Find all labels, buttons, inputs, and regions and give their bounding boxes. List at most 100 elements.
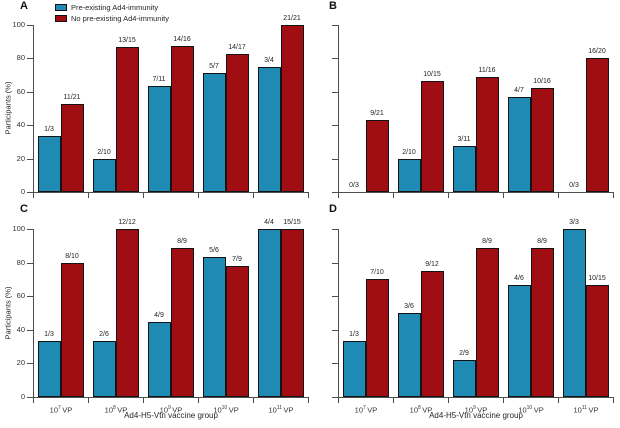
y-tick-label: 20	[16, 358, 25, 367]
bar-pre-existing	[508, 97, 531, 192]
bar-pre-existing	[93, 159, 116, 192]
y-tick	[27, 58, 33, 59]
x-axis-title: Ad4-H5-Vtn vaccine group	[124, 411, 218, 420]
bar-value-label: 8/9	[482, 238, 492, 245]
x-tick	[198, 398, 199, 403]
bar-value-label: 2/10	[97, 149, 111, 156]
bar-value-label: 1/3	[44, 331, 54, 338]
legend-swatch-blue	[55, 4, 67, 11]
bar-value-label: 3/3	[569, 219, 579, 226]
x-tick-label: 108 VP	[104, 405, 128, 415]
x-tick	[88, 193, 89, 198]
bar-no-pre-existing	[586, 58, 609, 192]
panel-letter-a: A	[20, 0, 28, 12]
bar-value-label: 0/3	[569, 182, 579, 189]
bar-no-pre-existing	[531, 248, 554, 397]
bar-pre-existing	[93, 341, 116, 397]
y-axis-line	[33, 229, 34, 398]
y-tick	[27, 363, 33, 364]
y-tick-label: 40	[16, 120, 25, 129]
y-axis-line	[338, 229, 339, 398]
y-tick	[332, 58, 338, 59]
bar-no-pre-existing	[116, 229, 139, 397]
y-tick	[332, 125, 338, 126]
bar-pre-existing	[453, 360, 476, 397]
bar-no-pre-existing	[226, 54, 249, 192]
y-tick	[332, 263, 338, 264]
bar-value-label: 7/11	[152, 76, 166, 83]
panel-a: A Participants (%) Pre-existing Ad4-immu…	[0, 0, 310, 200]
bar-pre-existing	[453, 146, 476, 192]
y-tick	[27, 125, 33, 126]
panel-letter-d: D	[329, 203, 337, 215]
x-tick	[88, 398, 89, 403]
bar-value-label: 3/11	[457, 136, 471, 143]
bar-pre-existing	[563, 229, 586, 397]
bar-pre-existing	[258, 229, 281, 397]
bar-value-label: 11/21	[63, 94, 81, 101]
y-tick-label: 60	[16, 87, 25, 96]
x-tick-label: 107 VP	[49, 405, 73, 415]
x-tick	[503, 193, 504, 198]
y-tick	[27, 25, 33, 26]
bar-value-label: 2/6	[99, 331, 109, 338]
bar-value-label: 16/20	[588, 48, 606, 55]
y-tick	[27, 330, 33, 331]
y-tick	[27, 92, 33, 93]
x-tick	[503, 398, 504, 403]
y-axis-line	[33, 25, 34, 193]
bar-no-pre-existing	[281, 25, 304, 192]
x-tick	[393, 398, 394, 403]
x-tick	[448, 398, 449, 403]
bar-pre-existing	[38, 341, 61, 397]
x-tick-label: 109 VP	[464, 405, 488, 415]
bar-value-label: 12/12	[118, 219, 136, 226]
x-tick-label: 107 VP	[354, 405, 378, 415]
bar-value-label: 10/15	[423, 71, 441, 78]
bar-value-label: 8/10	[65, 253, 79, 260]
x-tick	[308, 398, 309, 403]
x-tick	[33, 193, 34, 198]
bar-value-label: 13/15	[118, 37, 136, 44]
y-tick-label: 20	[16, 154, 25, 163]
y-tick	[332, 397, 338, 398]
y-tick	[27, 296, 33, 297]
x-tick	[393, 193, 394, 198]
bar-no-pre-existing	[421, 271, 444, 397]
bar-pre-existing	[398, 313, 421, 397]
legend-label: Pre-existing Ad4-immunity	[71, 3, 159, 12]
bar-value-label: 4/7	[514, 87, 524, 94]
y-tick-label: 80	[16, 258, 25, 267]
bar-value-label: 3/4	[264, 57, 274, 64]
bar-no-pre-existing	[586, 285, 609, 397]
x-tick	[198, 193, 199, 198]
bar-pre-existing	[398, 159, 421, 192]
y-tick	[332, 296, 338, 297]
bar-value-label: 4/6	[514, 275, 524, 282]
x-tick	[253, 193, 254, 198]
bar-pre-existing	[148, 86, 171, 192]
y-tick	[27, 229, 33, 230]
x-tick	[143, 398, 144, 403]
bar-no-pre-existing	[476, 77, 499, 192]
y-tick	[332, 25, 338, 26]
legend: Pre-existing Ad4-immunity No pre-existin…	[55, 2, 169, 24]
x-tick	[308, 193, 309, 198]
x-tick	[253, 398, 254, 403]
x-axis-line	[338, 397, 614, 398]
bar-pre-existing	[148, 322, 171, 397]
bar-value-label: 5/6	[209, 247, 219, 254]
bar-pre-existing	[508, 285, 531, 397]
x-axis-line	[33, 397, 309, 398]
bar-no-pre-existing	[61, 263, 84, 397]
x-tick	[558, 193, 559, 198]
y-tick	[27, 159, 33, 160]
x-tick-label: 1010 VP	[213, 405, 239, 415]
x-tick-label: 1010 VP	[518, 405, 544, 415]
bar-no-pre-existing	[476, 248, 499, 397]
bar-value-label: 3/6	[404, 303, 414, 310]
x-tick-label: 109 VP	[159, 405, 183, 415]
x-tick	[143, 193, 144, 198]
panel-c: C Participants (%) Ad4-H5-Vtn vaccine gr…	[0, 200, 310, 428]
bar-value-label: 15/15	[283, 219, 301, 226]
